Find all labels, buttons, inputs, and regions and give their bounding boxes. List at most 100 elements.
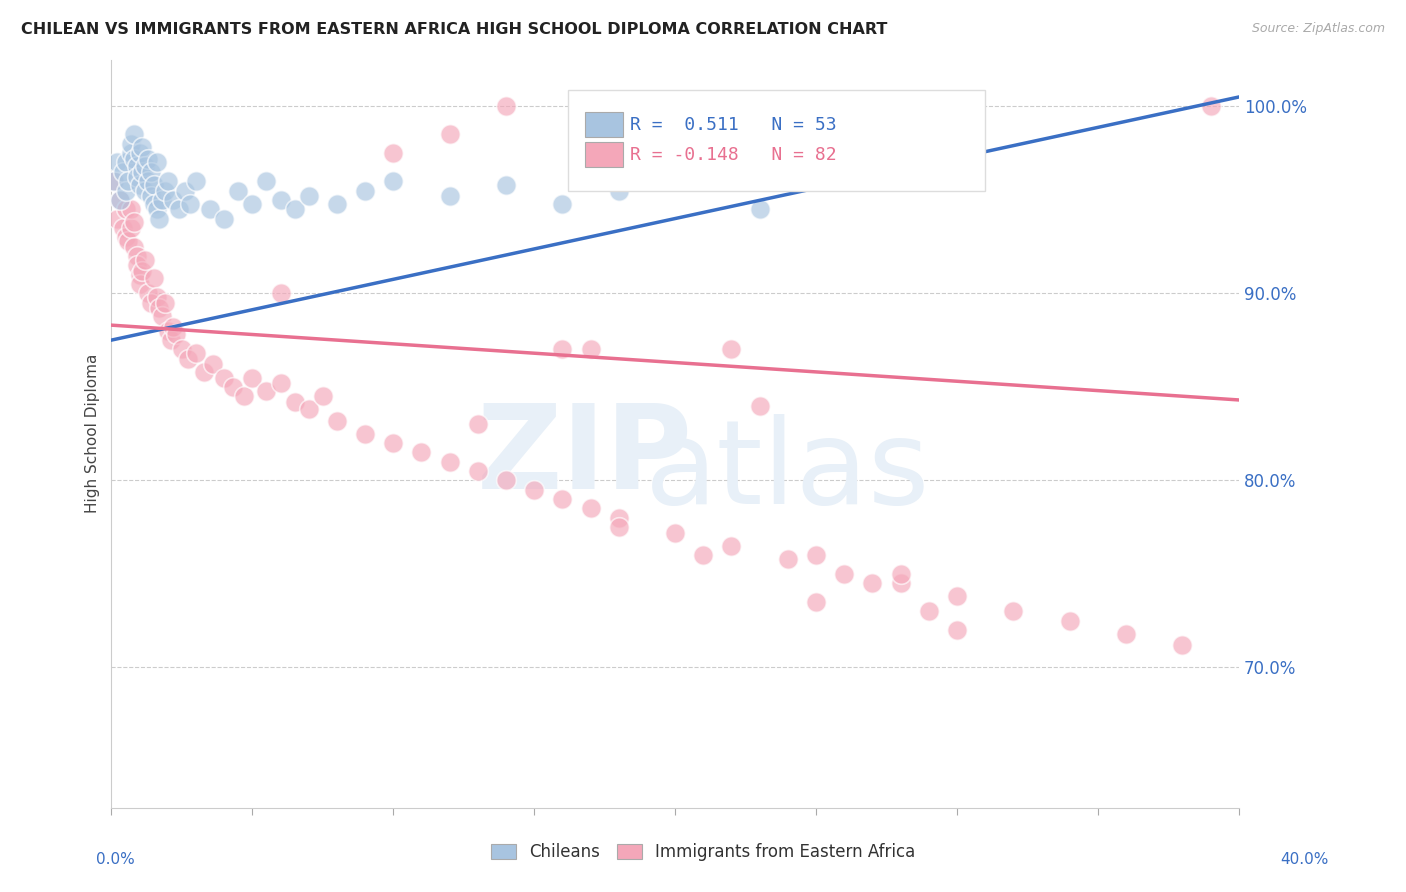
Point: [159, 333, 181, 347]
Point: [114, 202, 136, 217]
Point: [193, 365, 215, 379]
Point: [145, 155, 167, 169]
Point: [579, 343, 602, 357]
Point: [326, 413, 349, 427]
Point: [298, 402, 321, 417]
Point: [551, 343, 574, 357]
Point: [832, 566, 855, 581]
Point: [254, 174, 277, 188]
Y-axis label: High School Diploma: High School Diploma: [86, 354, 100, 513]
FancyBboxPatch shape: [585, 142, 623, 168]
Point: [108, 193, 131, 207]
Point: [254, 384, 277, 398]
Point: [918, 604, 941, 618]
Point: [134, 184, 156, 198]
Point: [120, 202, 142, 217]
Point: [105, 155, 128, 169]
Point: [467, 417, 489, 432]
Point: [226, 184, 249, 198]
Point: [134, 252, 156, 267]
Point: [156, 324, 179, 338]
Point: [720, 343, 742, 357]
Point: [139, 165, 162, 179]
FancyBboxPatch shape: [568, 89, 986, 191]
Point: [145, 202, 167, 217]
Point: [165, 327, 187, 342]
Point: [162, 193, 184, 207]
Point: [131, 264, 153, 278]
Point: [111, 220, 134, 235]
Point: [103, 174, 125, 188]
Legend: Chileans, Immigrants from Eastern Africa: Chileans, Immigrants from Eastern Africa: [484, 837, 922, 868]
Point: [103, 174, 125, 188]
Point: [120, 136, 142, 151]
Point: [120, 146, 142, 161]
Point: [1059, 614, 1081, 628]
Point: [270, 193, 292, 207]
Point: [153, 184, 176, 198]
Point: [890, 576, 912, 591]
Point: [232, 389, 254, 403]
Point: [136, 152, 159, 166]
Point: [240, 196, 263, 211]
Point: [125, 170, 148, 185]
Point: [176, 351, 198, 366]
Point: [170, 343, 193, 357]
Point: [270, 376, 292, 391]
Point: [114, 230, 136, 244]
Point: [664, 525, 686, 540]
Point: [117, 174, 139, 188]
Point: [284, 394, 307, 409]
Point: [495, 99, 517, 113]
Point: [184, 346, 207, 360]
Point: [153, 295, 176, 310]
Point: [551, 491, 574, 506]
Point: [439, 455, 461, 469]
Point: [467, 464, 489, 478]
Point: [148, 301, 170, 316]
Point: [128, 146, 150, 161]
Point: [354, 426, 377, 441]
Point: [1002, 604, 1025, 618]
Point: [212, 370, 235, 384]
Point: [125, 249, 148, 263]
Point: [523, 483, 546, 497]
Text: 0.0%: 0.0%: [96, 852, 135, 867]
Point: [142, 178, 165, 192]
Point: [122, 152, 145, 166]
Point: [298, 189, 321, 203]
Point: [946, 589, 969, 603]
Point: [354, 184, 377, 198]
Point: [122, 128, 145, 142]
Point: [748, 202, 770, 217]
Point: [890, 566, 912, 581]
Point: [108, 193, 131, 207]
Point: [1115, 626, 1137, 640]
Point: [439, 128, 461, 142]
Point: [212, 211, 235, 226]
Text: CHILEAN VS IMMIGRANTS FROM EASTERN AFRICA HIGH SCHOOL DIPLOMA CORRELATION CHART: CHILEAN VS IMMIGRANTS FROM EASTERN AFRIC…: [21, 22, 887, 37]
Point: [117, 234, 139, 248]
Point: [326, 196, 349, 211]
Point: [1171, 638, 1194, 652]
Point: [179, 196, 201, 211]
Point: [167, 202, 190, 217]
Text: R = -0.148   N = 82: R = -0.148 N = 82: [630, 145, 837, 163]
Point: [128, 178, 150, 192]
Point: [382, 146, 405, 161]
Point: [136, 286, 159, 301]
Point: [162, 320, 184, 334]
Point: [1199, 99, 1222, 113]
Point: [120, 220, 142, 235]
Point: [184, 174, 207, 188]
Point: [411, 445, 433, 459]
Point: [495, 178, 517, 192]
Point: [142, 196, 165, 211]
Point: [134, 159, 156, 173]
Text: Source: ZipAtlas.com: Source: ZipAtlas.com: [1251, 22, 1385, 36]
FancyBboxPatch shape: [585, 112, 623, 137]
Point: [579, 501, 602, 516]
Point: [131, 165, 153, 179]
Point: [240, 370, 263, 384]
Point: [128, 268, 150, 282]
